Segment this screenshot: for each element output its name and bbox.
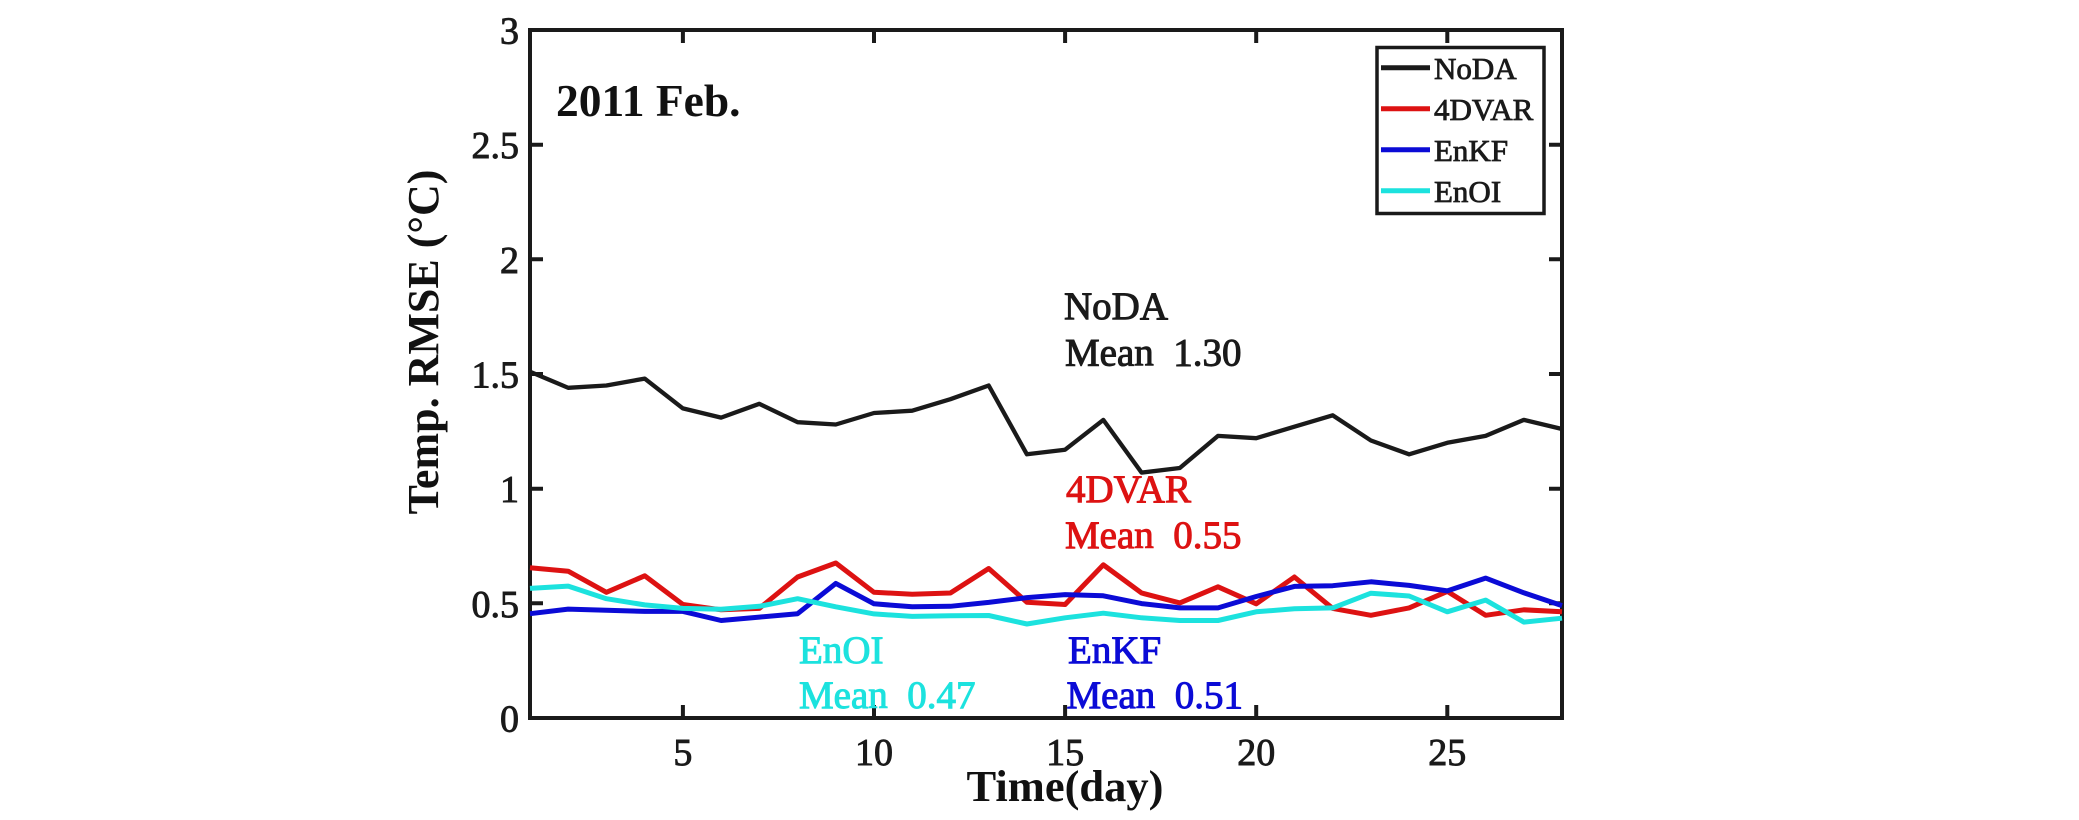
svg-text:Mean 0.51: Mean 0.51: [1067, 674, 1244, 717]
svg-text:10: 10: [855, 732, 893, 774]
svg-text:Mean 0.55: Mean 0.55: [1065, 514, 1242, 557]
svg-text:4DVAR: 4DVAR: [1434, 92, 1534, 127]
svg-text:Temp. RMSE (°C): Temp. RMSE (°C): [399, 170, 448, 515]
svg-text:EnKF: EnKF: [1068, 629, 1161, 672]
svg-text:EnOI: EnOI: [1434, 174, 1501, 209]
svg-text:20: 20: [1237, 732, 1275, 774]
svg-text:15: 15: [1046, 732, 1084, 774]
svg-text:2011 Feb.: 2011 Feb.: [556, 75, 741, 126]
svg-text:EnOI: EnOI: [799, 629, 883, 672]
svg-text:5: 5: [673, 732, 692, 774]
svg-text:1: 1: [500, 469, 519, 511]
svg-text:EnKF: EnKF: [1434, 133, 1508, 168]
svg-text:NoDA: NoDA: [1434, 51, 1517, 86]
svg-text:2.5: 2.5: [472, 125, 520, 167]
svg-text:NoDA: NoDA: [1064, 285, 1168, 328]
svg-text:0.5: 0.5: [472, 584, 520, 626]
svg-text:Mean 0.47: Mean 0.47: [799, 674, 976, 717]
svg-text:2: 2: [500, 240, 519, 282]
svg-text:Time(day): Time(day): [967, 761, 1164, 811]
svg-text:Mean 1.30: Mean 1.30: [1065, 332, 1242, 375]
svg-text:4DVAR: 4DVAR: [1066, 468, 1191, 511]
svg-text:1.5: 1.5: [472, 355, 520, 397]
svg-text:3: 3: [500, 11, 519, 53]
svg-text:0: 0: [500, 699, 519, 741]
svg-text:25: 25: [1428, 732, 1466, 774]
